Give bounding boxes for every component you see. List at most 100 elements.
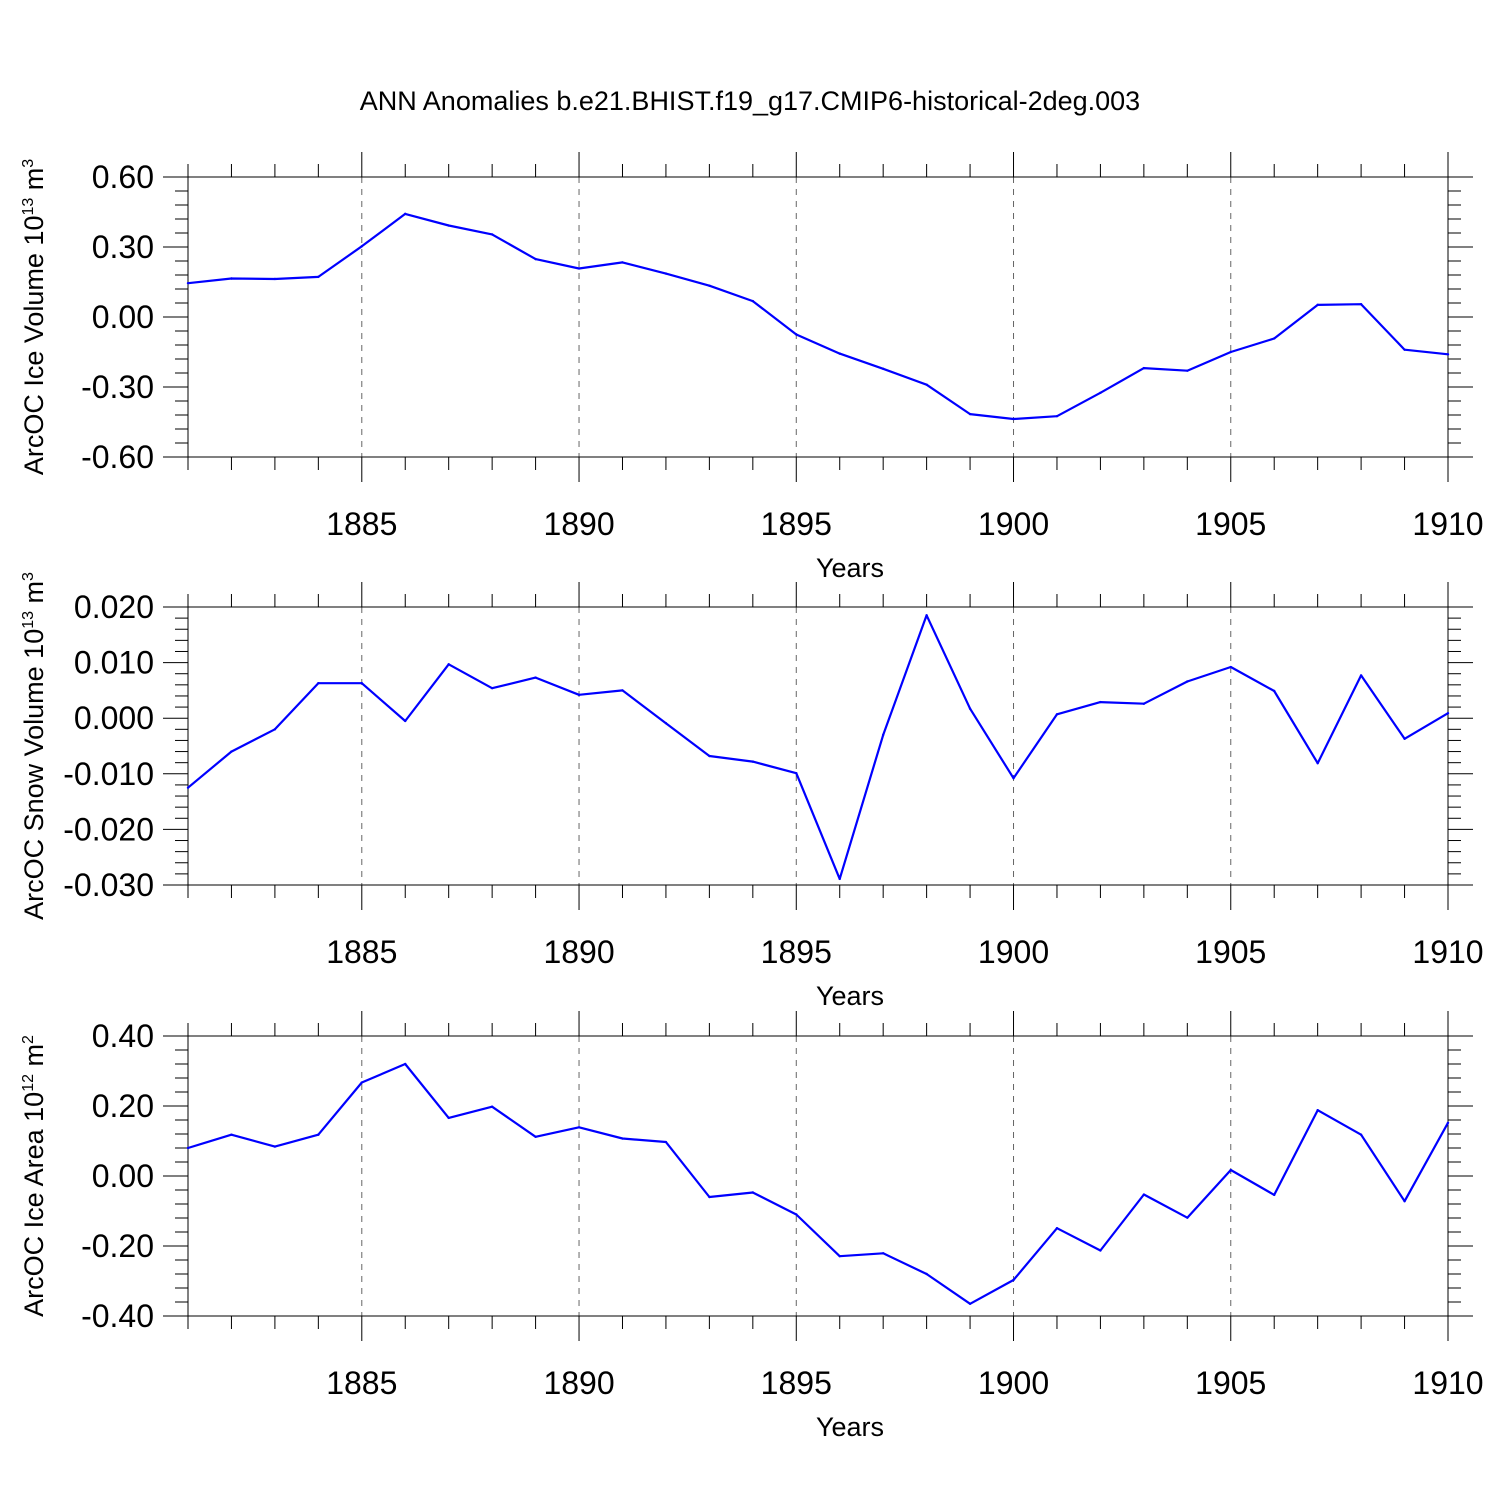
data-point (751, 299, 755, 303)
data-point (1273, 689, 1276, 693)
data-point (577, 693, 581, 697)
x-axis-label: Years (816, 1412, 884, 1442)
data-point (1229, 350, 1232, 354)
data-point (1316, 1109, 1319, 1112)
data-point (404, 212, 407, 216)
data-point (881, 1252, 885, 1255)
data-point (1403, 348, 1406, 351)
data-point (577, 267, 581, 270)
data-point (447, 224, 450, 227)
y-tick-label: 0.20 (92, 1088, 154, 1124)
y-tick-label: 0.30 (92, 229, 154, 265)
x-tick-label: 1890 (543, 934, 614, 970)
data-point (534, 257, 537, 261)
data-point (621, 689, 624, 692)
data-point (360, 1081, 363, 1084)
data-point (881, 367, 885, 370)
x-tick-label: 1885 (326, 1365, 397, 1401)
x-tick-label: 1890 (543, 506, 614, 542)
data-point (1055, 713, 1059, 716)
data-point (1055, 1226, 1059, 1230)
data-point (1359, 302, 1363, 306)
data-point (273, 277, 277, 281)
y-tick-label: 0.40 (92, 1018, 154, 1054)
y-axis-label: ArcOC Ice Area 1012 m2 (19, 1035, 49, 1317)
series-line (187, 1062, 1449, 1305)
data-point (664, 272, 668, 275)
data-point (795, 772, 798, 775)
data-point (186, 281, 190, 285)
data-point (1273, 1193, 1276, 1197)
data-point (708, 284, 711, 287)
y-tick-label: -0.020 (63, 811, 154, 847)
x-tick-label: 1910 (1412, 506, 1483, 542)
data-point (621, 261, 624, 264)
chart-title: ANN Anomalies b.e21.BHIST.f19_g17.CMIP6-… (360, 86, 1140, 116)
data-point (1055, 414, 1059, 418)
data-point (795, 333, 798, 336)
y-tick-label: 0.60 (92, 159, 154, 195)
data-point (490, 1105, 494, 1108)
y-tick-label: -0.60 (81, 439, 154, 475)
x-tick-label: 1900 (978, 506, 1049, 542)
data-point (1012, 1278, 1015, 1282)
data-point (925, 1272, 928, 1276)
data-point (1012, 417, 1015, 421)
y-tick-label: -0.20 (81, 1228, 154, 1264)
data-point (1099, 700, 1102, 704)
data-point (360, 245, 363, 248)
y-tick-label: 0.000 (74, 700, 154, 736)
data-point (795, 1213, 798, 1216)
data-point (968, 707, 972, 710)
plot-frame (187, 1035, 1449, 1317)
data-point (1229, 665, 1232, 669)
data-point (317, 681, 320, 685)
x-tick-label: 1910 (1412, 1365, 1483, 1401)
x-tick-label: 1905 (1195, 934, 1266, 970)
data-point (317, 1133, 320, 1136)
data-point (577, 1126, 581, 1129)
data-point (1403, 1200, 1406, 1203)
x-tick-label: 1900 (978, 934, 1049, 970)
series-line (187, 614, 1449, 881)
data-point (1142, 1193, 1146, 1196)
plot-frame (187, 176, 1449, 458)
data-point (664, 1140, 668, 1144)
data-point (230, 750, 233, 753)
data-point (1359, 674, 1363, 677)
data-point (751, 760, 755, 763)
data-point (1316, 762, 1319, 765)
data-point (1186, 680, 1189, 683)
series-line (187, 212, 1449, 421)
data-point (1273, 337, 1276, 340)
data-point (186, 1146, 190, 1150)
data-point (360, 681, 363, 685)
panel-1: 0.60 0.30 0.00 -0.30 -0.60 1885 1890 1895 1900 19… (19, 152, 1484, 583)
x-tick-label: 1900 (978, 1365, 1049, 1401)
panels: 0.60 0.30 0.00 -0.30 -0.60 1885 1890 1895 1900 19… (19, 152, 1484, 1442)
data-point (1316, 303, 1319, 307)
data-point (1142, 702, 1146, 705)
data-point (751, 1191, 755, 1194)
data-point (447, 1116, 450, 1120)
data-point (1142, 366, 1146, 370)
data-point (968, 412, 972, 416)
x-tick-label: 1910 (1412, 934, 1483, 970)
data-point (273, 728, 277, 731)
data-point (838, 877, 841, 881)
panel-2: 0.020 0.010 0.000 -0.010 -0.020 -0.030 1885 189… (19, 572, 1484, 1011)
data-point (1229, 1168, 1232, 1172)
data-point (447, 663, 450, 666)
x-tick-label: 1885 (326, 934, 397, 970)
data-point (664, 722, 668, 725)
y-axis-label: ArcOC Ice Volume 1013 m3 (19, 159, 49, 475)
x-tick-label: 1905 (1195, 1365, 1266, 1401)
y-tick-label: 0.00 (92, 299, 154, 335)
data-point (273, 1145, 277, 1148)
x-tick-label: 1895 (761, 1365, 832, 1401)
data-point (317, 275, 320, 279)
data-point (881, 733, 885, 737)
y-tick-label: -0.030 (63, 867, 154, 903)
x-axis-label: Years (816, 553, 884, 583)
